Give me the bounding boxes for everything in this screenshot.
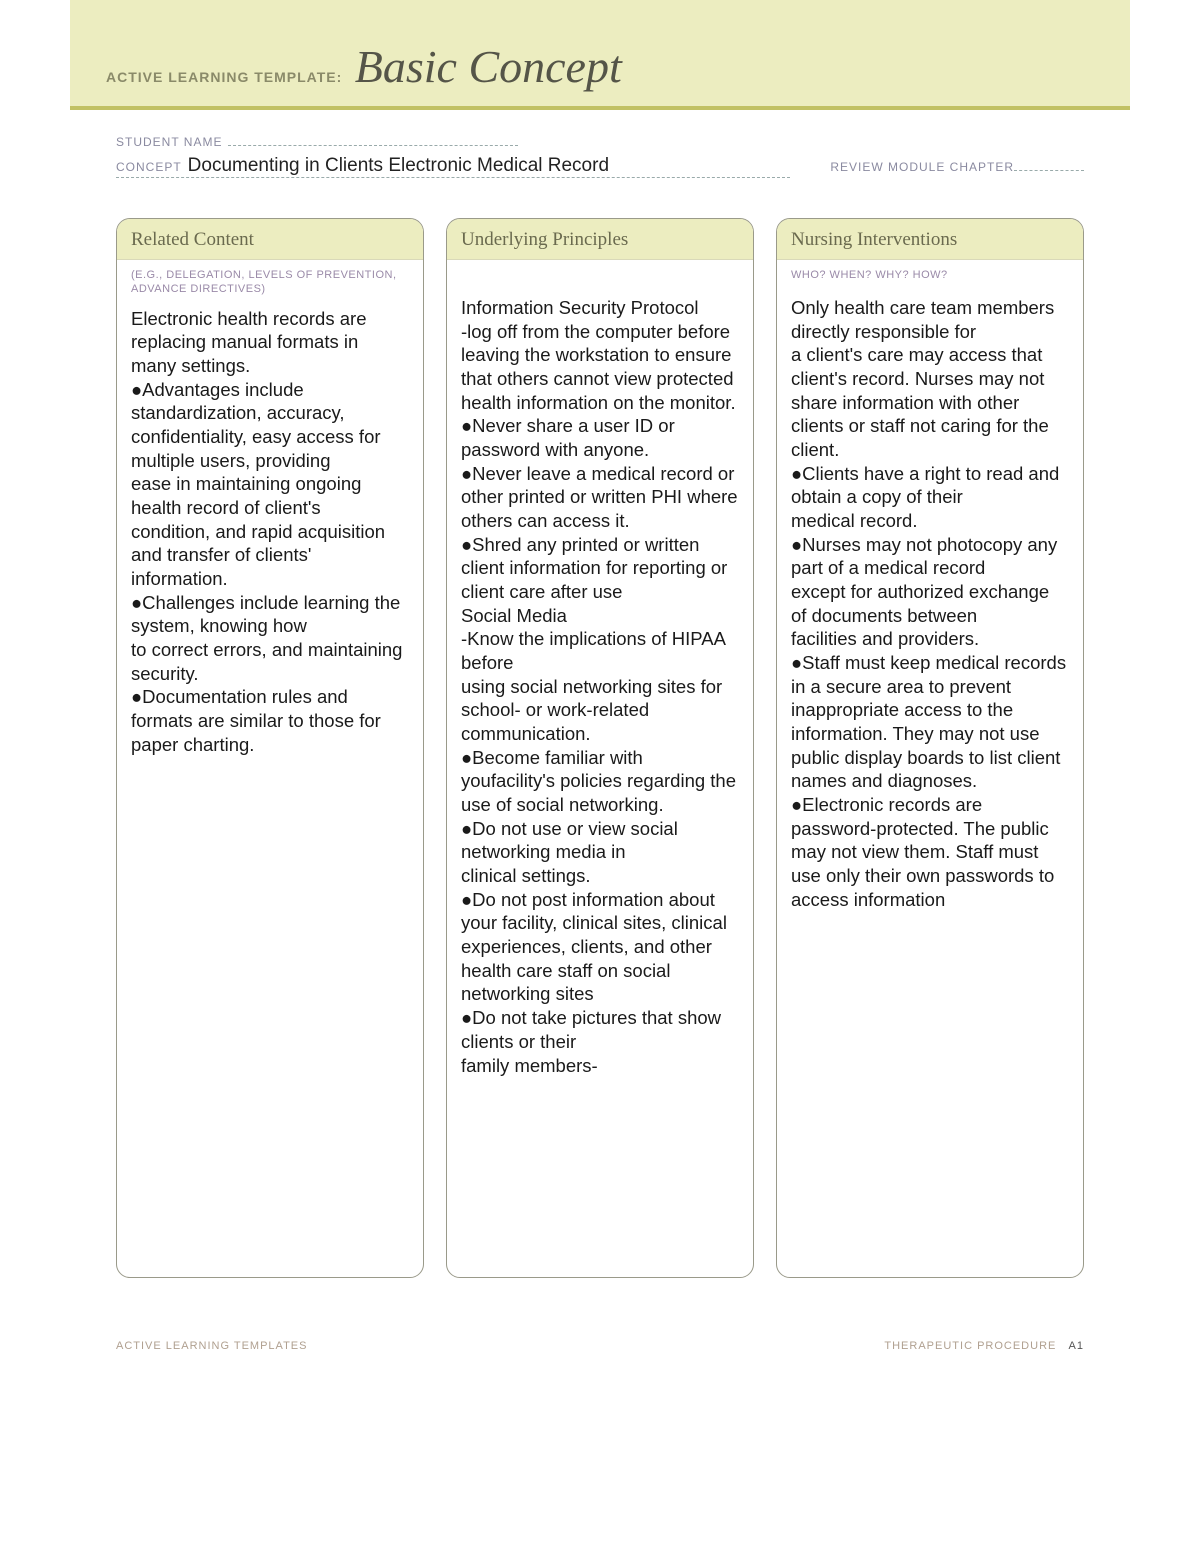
page: ACTIVE LEARNING TEMPLATE: Basic Concept …: [70, 0, 1130, 1370]
col-title: Underlying Principles: [447, 219, 753, 260]
meta-block: STUDENT NAME CONCEPT Documenting in Clie…: [70, 110, 1130, 178]
concept-label: CONCEPT: [116, 160, 182, 174]
col-body: Electronic health records are replacing …: [117, 301, 423, 771]
footer-right-text: THERAPEUTIC PROCEDURE: [884, 1340, 1056, 1352]
col-title: Nursing Interventions: [777, 219, 1083, 260]
col-subtitle: (E.G., DELEGATION, LEVELS OF PREVENTION,…: [117, 260, 423, 301]
col-body: Only health care team members directly r…: [777, 290, 1083, 925]
col-subtitle: [447, 260, 753, 290]
concept-row: CONCEPT Documenting in Clients Electroni…: [116, 155, 1084, 178]
footer-code: A1: [1069, 1340, 1084, 1352]
footer-left: ACTIVE LEARNING TEMPLATES: [116, 1340, 307, 1352]
col-interventions: Nursing Interventions WHO? WHEN? WHY? HO…: [776, 218, 1084, 1278]
col-body: Information Security Protocol -log off f…: [447, 290, 753, 1091]
header-label: ACTIVE LEARNING TEMPLATE:: [106, 69, 342, 85]
col-title: Related Content: [117, 219, 423, 260]
review-line: [1014, 159, 1084, 171]
review-label: REVIEW MODULE CHAPTER: [830, 160, 1014, 174]
col-principles: Underlying Principles Information Securi…: [446, 218, 754, 1278]
header-title: Basic Concept: [355, 40, 622, 93]
col-related: Related Content (E.G., DELEGATION, LEVEL…: [116, 218, 424, 1278]
concept-value: Documenting in Clients Electronic Medica…: [188, 155, 619, 177]
header-band: ACTIVE LEARNING TEMPLATE: Basic Concept: [70, 0, 1130, 110]
footer: ACTIVE LEARNING TEMPLATES THERAPEUTIC PR…: [116, 1340, 1084, 1352]
student-line: [228, 132, 518, 146]
student-label: STUDENT NAME: [116, 135, 222, 149]
student-row: STUDENT NAME: [116, 132, 1084, 149]
footer-right: THERAPEUTIC PROCEDURE A1: [884, 1340, 1084, 1352]
columns: Related Content (E.G., DELEGATION, LEVEL…: [70, 178, 1130, 1278]
col-subtitle: WHO? WHEN? WHY? HOW?: [777, 260, 1083, 290]
